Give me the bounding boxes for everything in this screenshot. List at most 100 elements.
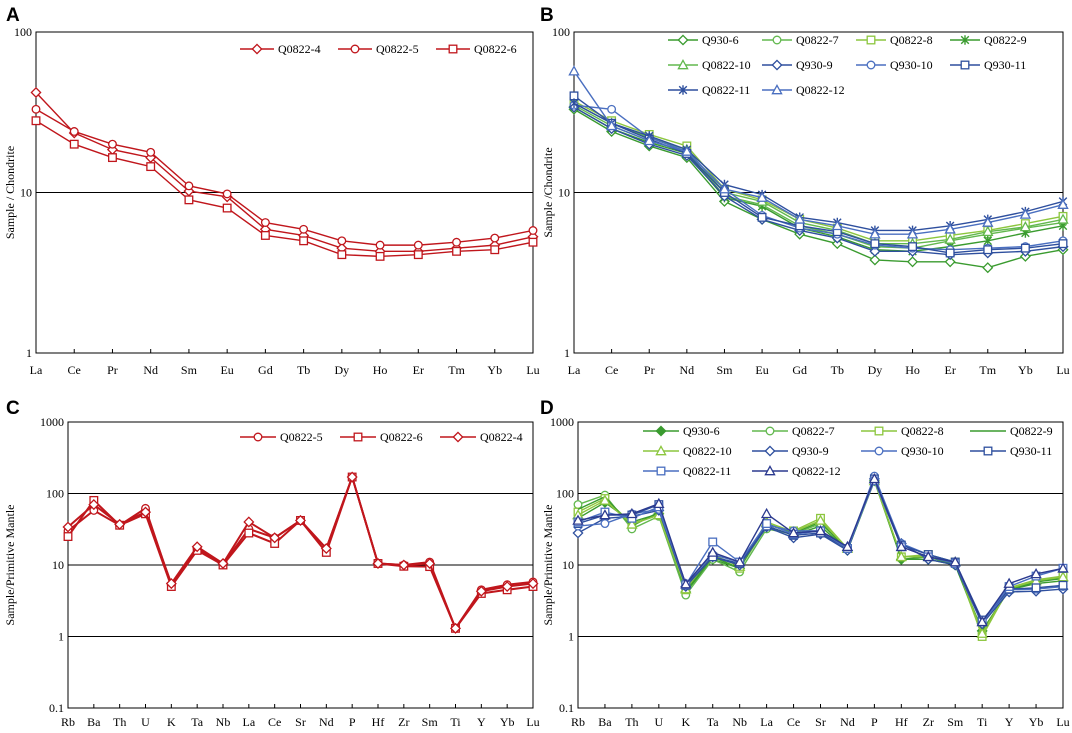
x-tick-label: K [681,715,690,729]
data-point [528,237,538,247]
data-point [527,578,539,590]
series-line [573,100,1064,242]
legend-item: Q0822-12 [762,83,845,97]
x-tick-label: Yb [1018,363,1033,377]
legend-marker [251,43,263,55]
series-Q0822-7 [573,475,1068,638]
data-point [31,104,41,114]
data-point [681,145,693,156]
data-point [184,181,194,191]
legend-item: Q930-9 [752,444,829,458]
y-tick-label: 100 [552,25,570,39]
legend-item: Q0822-5 [338,42,419,56]
x-tick-label: Ho [905,363,920,377]
x-tick-label: Er [413,363,424,377]
legend-item: Q0822-11 [668,83,750,97]
x-tick-label: P [349,715,356,729]
data-point [869,254,881,266]
legend-label: Q930-9 [792,444,829,458]
data-point [653,497,665,509]
data-point [320,543,332,555]
y-tick-label: 10 [558,186,570,200]
data-point [733,556,746,567]
legend: Q930-6 Q0822-7 Q0822-8 Q0822-9 Q0822-10 Q930-… [643,424,1053,478]
y-tick-label: 1 [58,630,64,644]
x-tick-label: Ba [87,715,101,729]
legend-marker [765,426,775,436]
data-point [976,627,988,638]
x-tick-label: Ce [268,715,281,729]
x-tick-label: Nb [216,715,231,729]
data-point [217,557,229,570]
data-point [870,239,880,249]
legend-marker [655,445,667,456]
panel-letter-b: B [540,5,554,26]
legend-item: Q930-10 [861,444,944,458]
legend-label: Q0822-8 [901,424,944,438]
legend-label: Q930-11 [1010,444,1052,458]
series-Q930-11 [573,474,1068,625]
x-tick-label: Sm [181,363,198,377]
data-point [260,231,270,240]
x-tick-label: Ho [373,363,388,377]
data-point [762,519,772,528]
y-tick-label: 100 [14,25,32,39]
legend-item: Q0822-12 [752,464,841,478]
legend-marker [253,432,263,442]
series-Q0822-5 [63,472,538,633]
data-point [787,527,800,538]
data-point [346,471,358,483]
data-point [572,527,584,539]
x-tick-label: Er [944,363,955,377]
data-point [756,191,768,202]
series-line [577,479,1064,624]
data-point [760,507,773,519]
x-tick-label: Sm [716,363,733,377]
x-tick-label: Tm [448,363,465,377]
data-point [337,250,347,260]
data-point [184,195,194,205]
x-tick-label: Hf [895,715,908,729]
legend-item: Q0822-7 [762,33,839,47]
x-tick-label: Ba [598,715,612,729]
x-tick-label: Pr [644,363,655,377]
data-point [944,256,956,268]
y-tick-label: 1000 [40,415,64,429]
legend-marker [353,432,363,442]
series-Q0822-6 [31,116,538,261]
x-tick-label: Ta [191,715,203,729]
data-point [146,162,156,172]
data-point [1019,208,1032,219]
legend-item: Q0822-6 [340,430,423,444]
legend-marker [452,431,464,443]
legend-label: Q930-10 [890,58,933,72]
legend-marker [874,426,884,436]
y-axis-title: Sample/Primitive Mantle [541,505,555,626]
data-point [114,518,126,530]
y-tick-label: 0.1 [49,701,64,715]
data-point [30,86,42,98]
data-point [814,514,827,525]
legend-item: Q930-6 [643,424,720,438]
series-line [573,106,1064,256]
data-point [1019,221,1032,232]
series-Q0822-11 [569,98,1068,236]
data-point [501,581,513,593]
legend-label: Q930-6 [683,424,720,438]
x-tick-label: Th [113,715,126,729]
data-point [906,228,919,239]
data-point [605,119,618,131]
legend-item: Q0822-9 [950,33,1027,47]
x-tick-label: Tb [831,363,844,377]
x-tick-label: Ce [787,715,800,729]
data-point [108,153,117,163]
x-tick-label: Yb [487,363,502,377]
data-point [568,65,580,76]
data-point [63,532,73,541]
x-tick-label: Tb [297,363,310,377]
x-tick-label: La [30,363,43,377]
legend-marker [448,44,458,54]
data-point [260,218,270,227]
series-line [67,473,534,631]
data-point [424,557,436,570]
